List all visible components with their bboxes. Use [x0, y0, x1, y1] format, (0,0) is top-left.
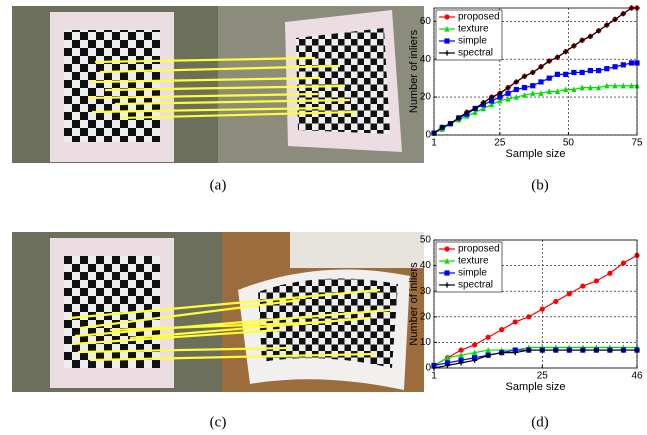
y-axis-label: Number of inliers	[408, 29, 420, 113]
marker	[530, 83, 535, 88]
marker	[522, 85, 527, 90]
x-axis-label: Sample size	[506, 148, 566, 160]
marker	[540, 307, 545, 312]
x-tick-label: 25	[494, 138, 506, 149]
photo-a	[12, 6, 424, 163]
marker	[444, 270, 449, 275]
figure: (a) (b) (c) (d) 1 25 50 75 0 20 40 60 Sample siz…	[0, 0, 647, 435]
legend-label: proposed	[458, 12, 500, 23]
marker	[444, 246, 449, 251]
marker	[514, 87, 519, 92]
y-tick-label: 40	[420, 260, 432, 271]
y-tick-label: 0	[425, 363, 431, 374]
marker	[580, 283, 585, 288]
legend-label: texture	[458, 256, 489, 267]
x-tick-label: 75	[631, 138, 643, 149]
caption: (d)	[531, 414, 549, 430]
marker	[594, 278, 599, 283]
marker	[538, 79, 543, 84]
legend-label: proposed	[458, 244, 500, 255]
keyboard	[290, 232, 424, 268]
y-axis-label: Number of inliers	[408, 262, 420, 346]
marker	[580, 70, 585, 75]
legend-label: spectral	[458, 280, 493, 291]
marker	[571, 70, 576, 75]
x-tick-label: 1	[431, 371, 437, 382]
legend-label: texture	[458, 24, 489, 35]
marker	[567, 291, 572, 296]
y-tick-label: 20	[420, 311, 432, 322]
marker	[553, 299, 558, 304]
marker	[621, 62, 626, 67]
marker	[499, 327, 504, 332]
x-tick-label: 1	[431, 138, 437, 149]
y-tick-label: 60	[420, 16, 432, 27]
marker	[555, 72, 560, 77]
marker	[612, 64, 617, 69]
y-tick-label: 30	[420, 286, 432, 297]
legend-label: simple	[458, 268, 487, 279]
y-tick-label: 50	[420, 235, 432, 246]
marker	[547, 76, 552, 81]
y-tick-label: 20	[420, 92, 432, 103]
marker	[526, 314, 531, 319]
marker	[472, 342, 477, 347]
marker	[505, 91, 510, 96]
marker	[513, 319, 518, 324]
marker	[444, 38, 449, 43]
marker	[458, 347, 463, 352]
marker	[486, 335, 491, 340]
legend-label: spectral	[458, 48, 493, 59]
checkerboard	[64, 30, 160, 142]
marker	[596, 68, 601, 73]
caption: (b)	[531, 177, 549, 193]
marker	[604, 66, 609, 71]
marker	[607, 271, 612, 276]
x-axis-label: Sample size	[506, 381, 566, 393]
photo-c	[12, 232, 424, 392]
y-tick-label: 10	[420, 337, 432, 348]
caption: (c)	[210, 414, 227, 430]
marker	[621, 260, 626, 265]
x-tick-label: 46	[631, 371, 643, 382]
y-tick-label: 40	[420, 54, 432, 65]
marker	[563, 72, 568, 77]
marker	[444, 14, 449, 19]
checkerboard	[296, 28, 390, 134]
caption: (a)	[210, 177, 227, 193]
page: {"chart_data": [ {"type": "line", "xlabe…	[0, 0, 647, 435]
y-tick-label: 0	[425, 130, 431, 141]
marker	[588, 68, 593, 73]
legend-label: simple	[458, 36, 487, 47]
marker	[629, 60, 634, 65]
